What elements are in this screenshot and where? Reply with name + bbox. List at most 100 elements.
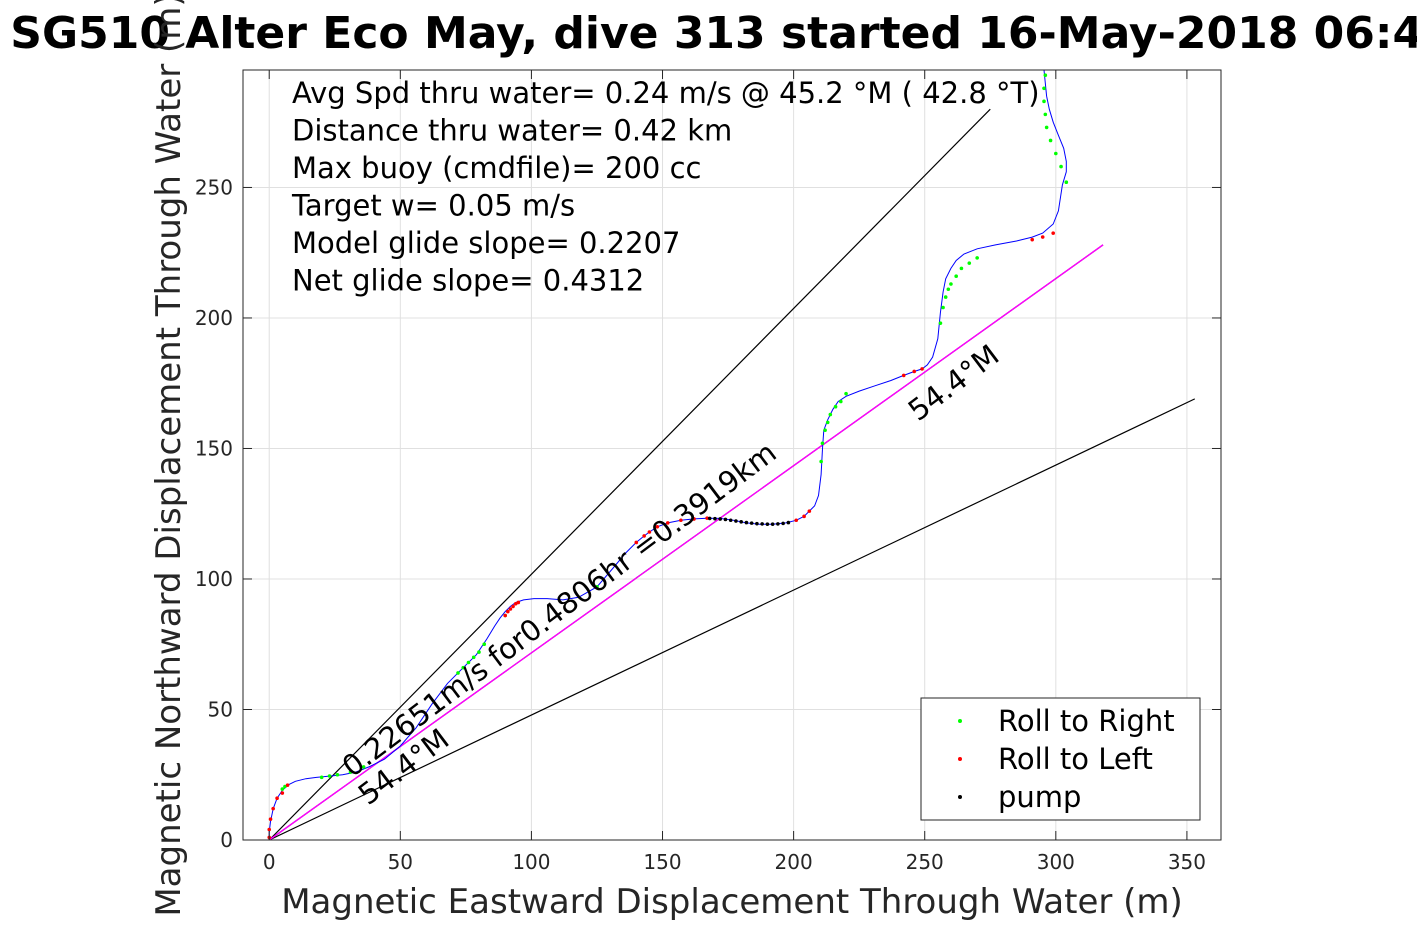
plot-area-frame: [242, 69, 1222, 841]
roll-left-marker: [506, 609, 510, 614]
y-tick-label: 100: [195, 567, 233, 591]
x-tick-label: 50: [388, 850, 413, 874]
roll-right-marker: [1043, 112, 1048, 117]
roll-left-marker: [679, 518, 683, 523]
roll-right-marker: [482, 642, 487, 647]
roll-right-marker: [280, 787, 285, 791]
legend-roll-right-marker: [958, 719, 962, 723]
roll-left-marker: [511, 604, 515, 609]
reference-heading-line: [268, 398, 1196, 840]
roll-right-marker: [1059, 164, 1063, 169]
marker-layer: [267, 73, 1069, 840]
roll-right-marker: [1042, 86, 1046, 91]
roll-right-marker: [477, 650, 481, 654]
pump-marker: [739, 520, 743, 524]
roll-left-marker: [705, 516, 709, 520]
pump-marker: [734, 519, 738, 523]
y-axis-label: Magnetic Northward Displacement Through …: [149, 0, 189, 917]
roll-left-marker: [655, 524, 660, 529]
roll-right-marker: [954, 274, 958, 279]
roll-left-marker: [802, 514, 806, 519]
pump-marker: [723, 517, 728, 522]
roll-right-marker: [1042, 99, 1046, 104]
roll-left-marker: [1040, 235, 1045, 239]
x-tick-label: 150: [643, 850, 681, 874]
x-tick-label: 0: [263, 850, 276, 874]
pump-marker: [744, 520, 749, 525]
roll-left-marker: [1051, 231, 1055, 235]
legend: Roll to Right Roll to Left pump: [920, 697, 1201, 821]
roll-right-marker: [1048, 138, 1053, 143]
roll-left-marker: [267, 827, 272, 832]
pump-marker: [718, 517, 723, 521]
roll-left-marker: [901, 373, 906, 378]
pump-marker: [760, 522, 764, 526]
pump-marker: [786, 520, 791, 525]
roll-right-marker: [466, 660, 471, 665]
roll-right-marker: [327, 774, 332, 778]
legend-roll-left-marker: [958, 757, 962, 761]
info-line: Distance thru water= 0.42 km: [292, 114, 732, 148]
x-tick-label: 200: [775, 850, 813, 874]
roll-right-marker: [1054, 151, 1058, 156]
roll-right-marker: [943, 295, 948, 299]
y-tick-label: 150: [195, 436, 233, 460]
roll-right-marker: [319, 775, 324, 780]
info-line: Net glide slope= 0.4312: [292, 264, 644, 298]
reference-heading-line: [268, 108, 991, 840]
roll-right-marker: [820, 441, 825, 446]
legend-pump-marker: [958, 795, 962, 799]
x-axis-label: Magnetic Eastward Displacement Through W…: [281, 882, 1183, 922]
roll-right-marker: [967, 261, 972, 265]
roll-left-marker: [508, 607, 513, 611]
pump-marker: [749, 521, 754, 525]
legend-box: [920, 697, 1201, 821]
pump-marker: [755, 521, 759, 526]
roll-right-marker: [833, 404, 838, 409]
roll-left-marker: [912, 369, 917, 374]
legend-pump-label: pump: [998, 780, 1081, 814]
roll-right-marker: [941, 305, 945, 310]
roll-right-marker: [823, 428, 827, 433]
roll-right-marker: [949, 282, 953, 286]
x-tick-label: 300: [1037, 850, 1075, 874]
roll-right-marker: [361, 765, 366, 769]
x-tick-label: 350: [1168, 850, 1206, 874]
roll-right-marker: [1043, 73, 1048, 78]
tick-layer: 0 50 100 150 200 250 300 350 0 50 100 150 200 250: [195, 70, 1221, 874]
pump-marker: [713, 516, 717, 521]
info-text-block: Avg Spd thru water= 0.24 m/s @ 45.2 °M (…: [291, 76, 1040, 298]
roll-left-marker: [665, 521, 670, 525]
roll-left-marker: [642, 534, 646, 538]
info-line: Max buoy (cmdfile)= 200 cc: [292, 151, 701, 185]
roll-right-marker: [844, 391, 848, 396]
roll-left-marker: [280, 791, 285, 795]
roll-left-marker: [503, 613, 507, 618]
roll-left-marker: [268, 817, 273, 821]
roll-right-marker: [839, 399, 843, 404]
roll-right-marker: [946, 287, 951, 292]
roll-right-marker: [461, 665, 466, 670]
y-tick-label: 200: [195, 306, 233, 330]
pump-marker: [707, 516, 712, 521]
roll-right-marker: [348, 770, 353, 774]
pump-marker: [728, 518, 733, 523]
roll-right-marker: [1044, 125, 1049, 130]
roll-right-marker: [335, 772, 340, 777]
roll-right-marker: [595, 585, 599, 589]
roll-right-marker: [828, 412, 833, 417]
roll-left-marker: [692, 517, 696, 521]
x-tick-label: 100: [512, 850, 550, 874]
pump-marker: [765, 522, 770, 526]
roll-right-marker: [959, 266, 964, 271]
x-tick-label: 250: [906, 850, 944, 874]
roll-right-marker: [819, 459, 823, 464]
roll-right-marker: [938, 321, 943, 325]
roll-left-marker: [807, 509, 812, 513]
info-line: Avg Spd thru water= 0.24 m/s @ 45.2 °M (…: [292, 76, 1040, 110]
roll-left-marker: [920, 367, 924, 371]
info-line: Model glide slope= 0.2207: [292, 226, 680, 260]
net-displacement-line: [268, 244, 1104, 840]
roll-left-marker: [794, 518, 799, 523]
